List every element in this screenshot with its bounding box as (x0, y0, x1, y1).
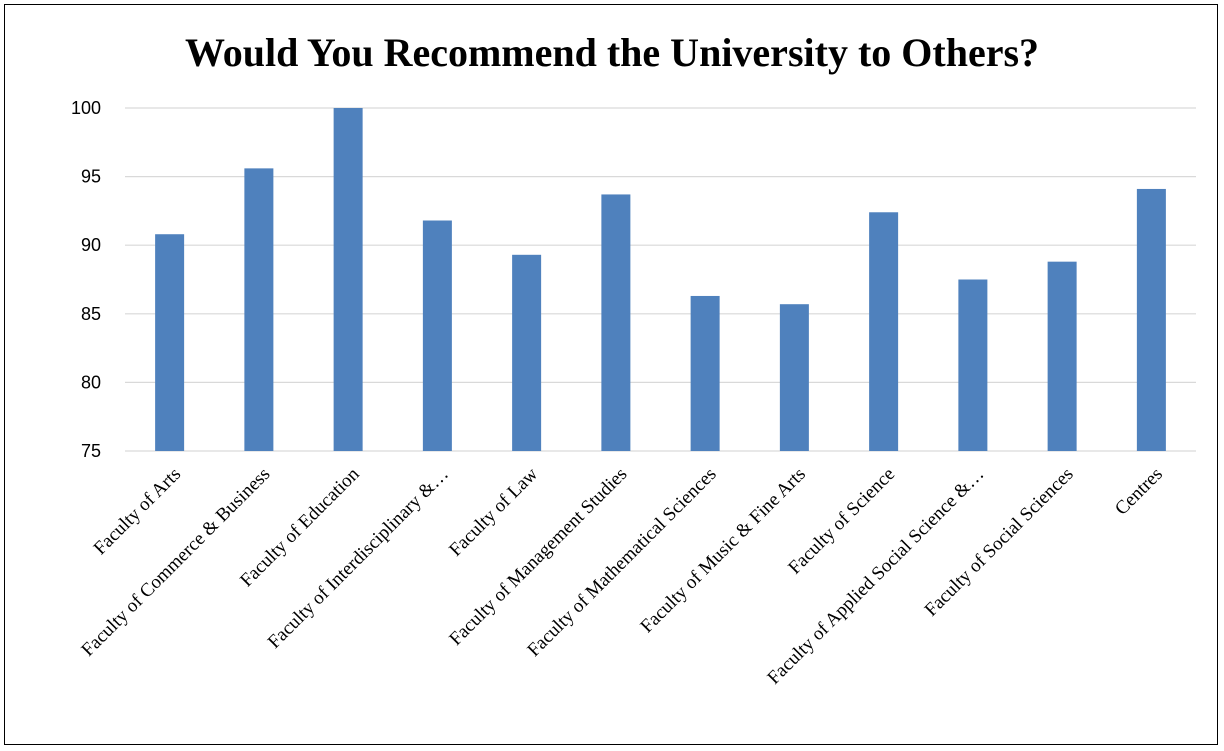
bar (1136, 188, 1166, 451)
x-tick-label: Centres (1111, 464, 1167, 520)
bar (333, 108, 363, 451)
chart-title: Would You Recommend the University to Ot… (185, 30, 1039, 75)
bar (1047, 261, 1077, 451)
y-tick-label: 100 (71, 98, 101, 118)
y-tick-label: 75 (81, 441, 101, 461)
x-tick-label: Faculty of Law (445, 463, 542, 560)
x-tick-label: Faculty of Mathematical Sciences (523, 464, 720, 661)
y-tick-label: 90 (81, 235, 101, 255)
y-tick-label: 80 (81, 372, 101, 392)
x-tick-label: Faculty of Commerce & Business (77, 464, 274, 661)
x-tick-label: Faculty of Interdisciplinary &… (264, 464, 453, 653)
bar (512, 254, 542, 451)
x-tick-label: Faculty of Arts (90, 464, 185, 559)
y-axis: 75 80 85 90 95 100 (71, 98, 101, 461)
gridlines (125, 107, 1196, 452)
bar (779, 304, 809, 451)
bar (958, 279, 988, 451)
x-tick-label: Faculty of Social Sciences (921, 464, 1078, 621)
y-tick-label: 95 (81, 167, 101, 187)
y-tick-label: 85 (81, 304, 101, 324)
bar (422, 220, 452, 451)
x-tick-label: Faculty of Management Studies (445, 464, 631, 650)
bars (155, 108, 1166, 452)
bar (155, 234, 185, 451)
bar (244, 168, 274, 452)
bar (690, 295, 720, 451)
bar (601, 194, 631, 451)
bar (869, 212, 899, 451)
x-tick-label: Faculty of Music & Fine Arts (636, 464, 809, 637)
